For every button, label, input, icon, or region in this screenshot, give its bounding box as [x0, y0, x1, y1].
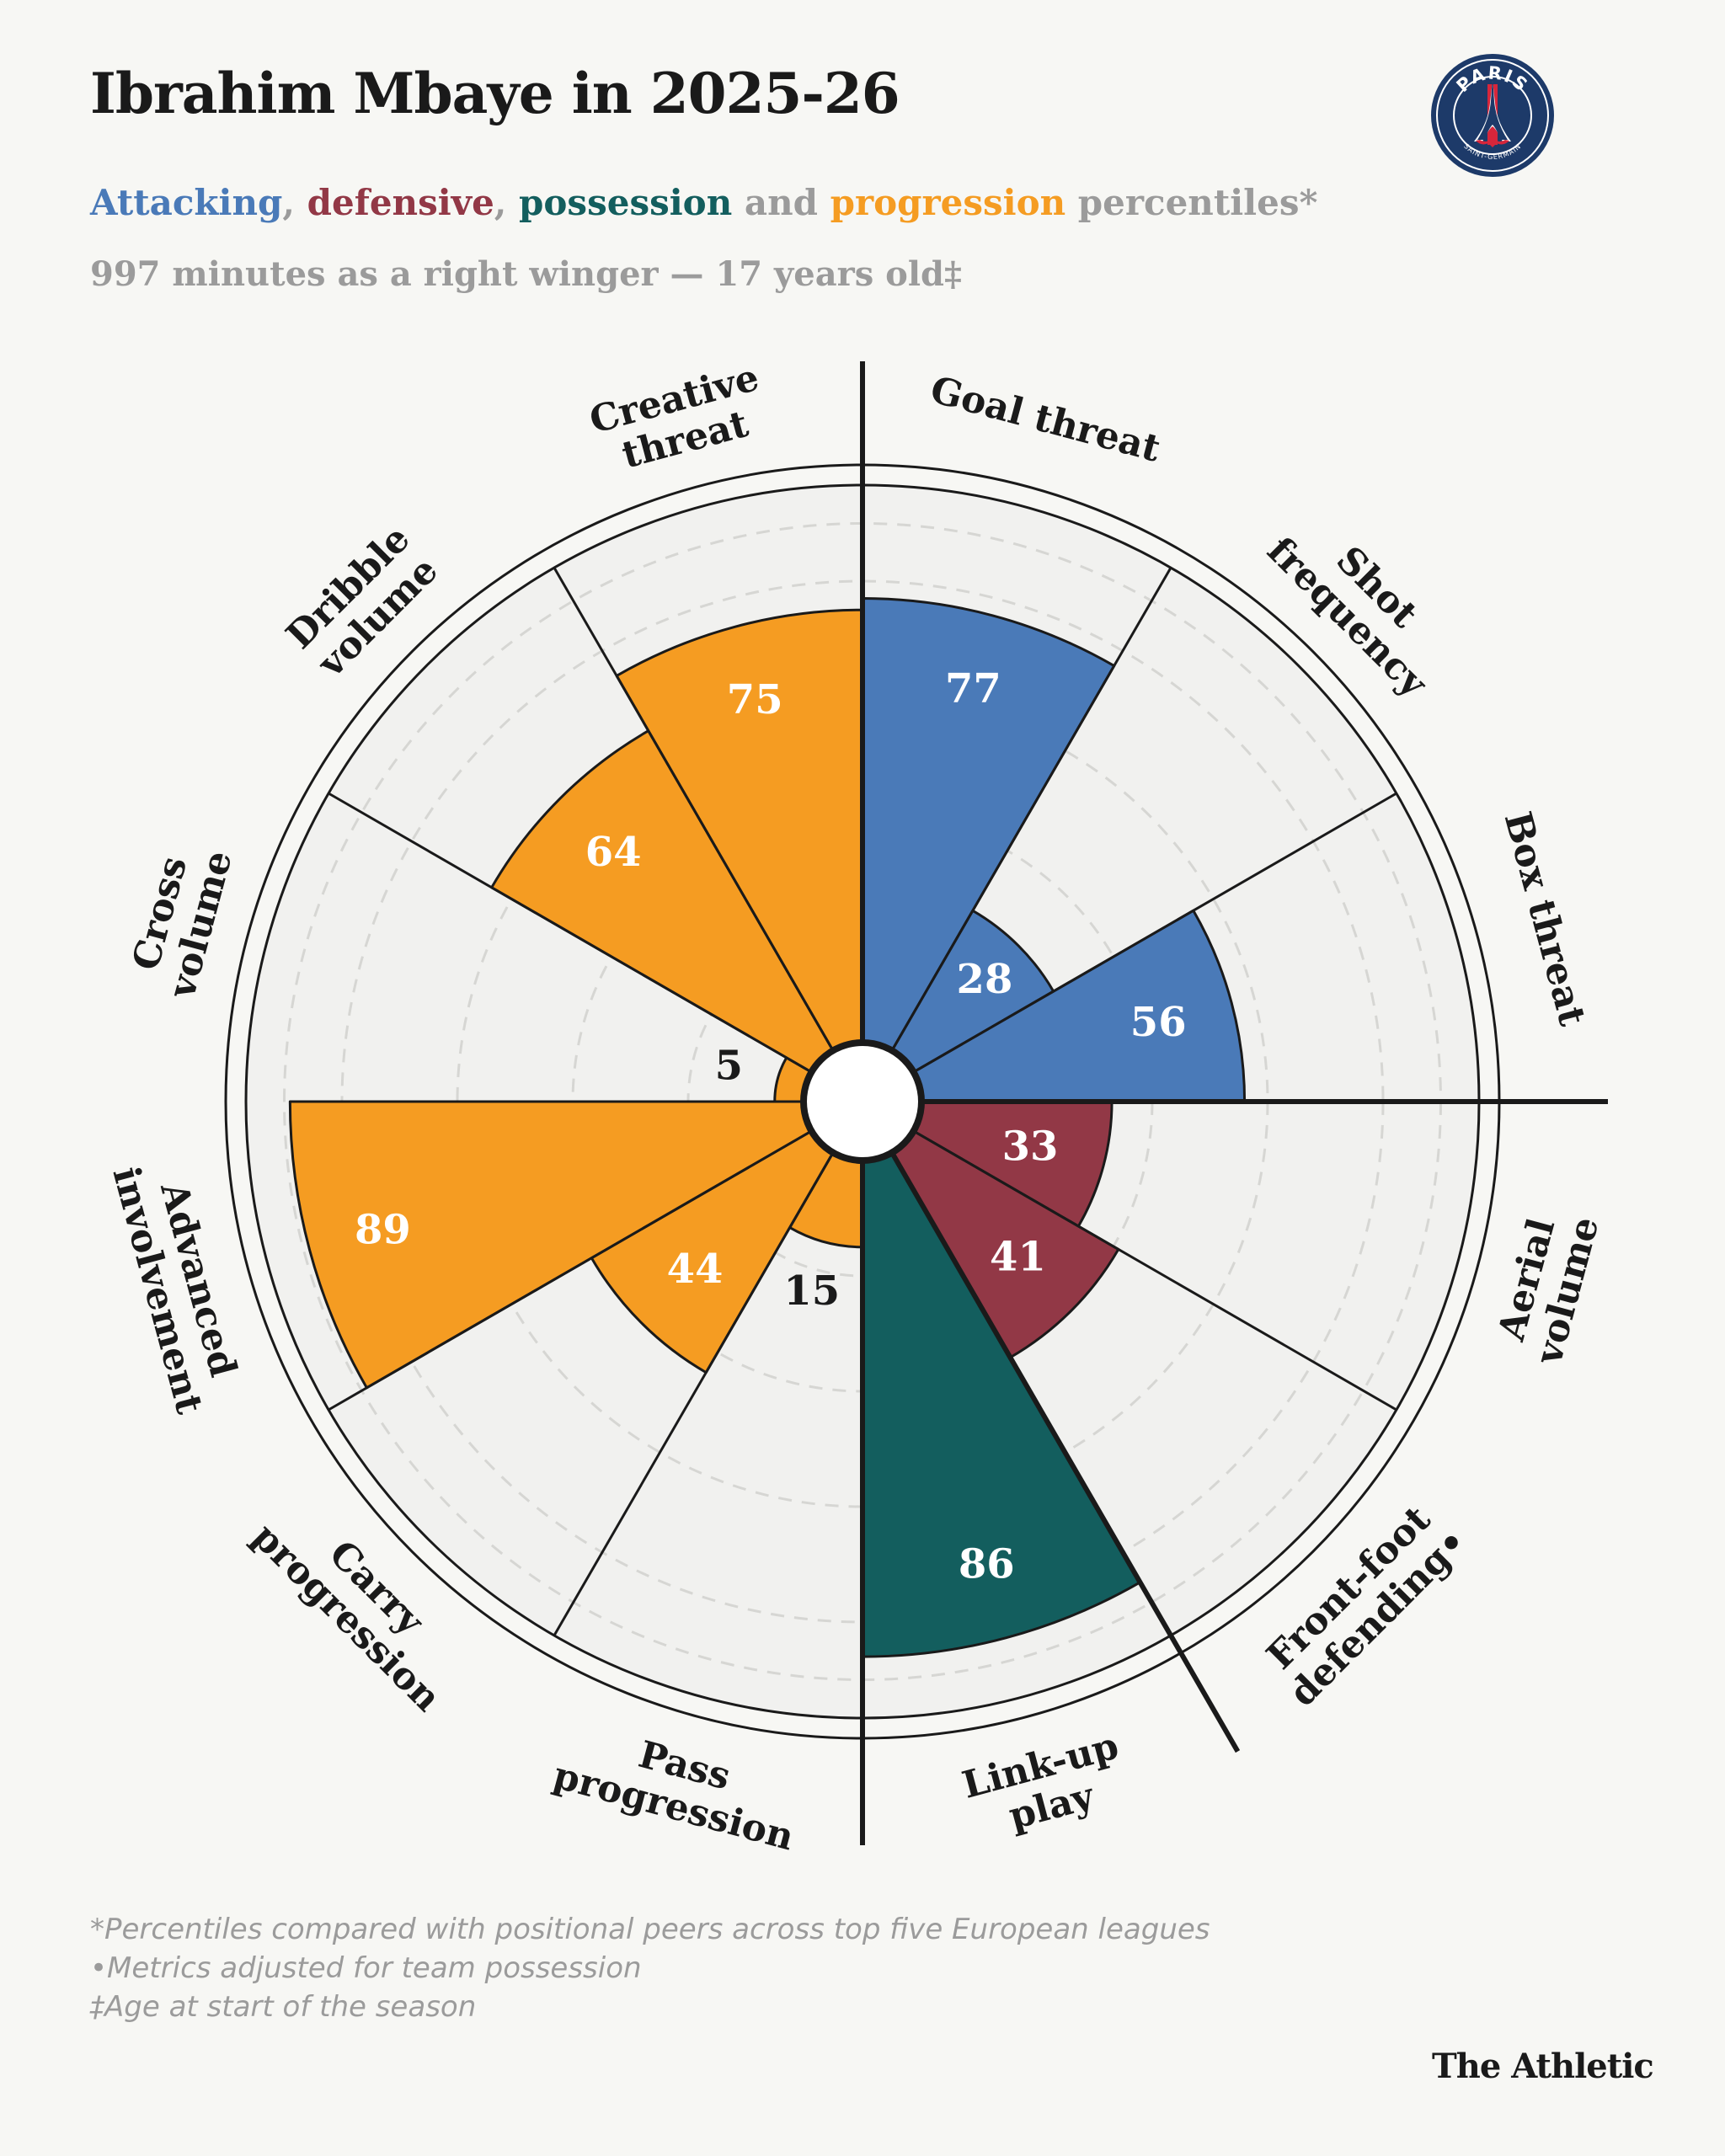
subtitle-possession: possession — [519, 182, 733, 223]
value-label-10: 5 — [715, 1042, 743, 1089]
footnote-possession-adjusted: •Metrics adjusted for team possession — [90, 1951, 642, 1985]
segment-separator-3 — [912, 792, 1397, 1074]
value-label-9: 89 — [355, 1207, 411, 1254]
footnotes: *Percentiles compared with positional pe… — [90, 1910, 1210, 2026]
subtitle-sep-3: and — [732, 182, 830, 223]
segment-separator-12 — [553, 567, 835, 1052]
subtitle-attacking: Attacking — [90, 182, 283, 223]
value-label-4: 33 — [1002, 1123, 1059, 1170]
value-label-1: 77 — [945, 665, 1001, 712]
segment-separator-2 — [890, 567, 1172, 1052]
value-label-2: 28 — [957, 956, 1013, 1003]
segment-separator-5 — [912, 1129, 1397, 1412]
value-label-8: 44 — [667, 1246, 724, 1293]
subtitle-defensive: defensive — [307, 182, 494, 223]
chart-subtitle: Attacking, defensive, possession and pro… — [90, 182, 1317, 223]
psg-crest-logo: PARIS SAINT-GERMAIN — [1431, 54, 1554, 177]
segment-separator-11 — [328, 792, 813, 1074]
value-label-12: 75 — [727, 676, 783, 723]
subtitle-sep-1: , — [282, 182, 307, 223]
group-divider-possession — [888, 1149, 1241, 1753]
value-label-3: 56 — [1130, 999, 1187, 1046]
player-minutes-line: 997 minutes as a right winger — 17 years… — [90, 254, 962, 294]
value-label-5: 41 — [990, 1233, 1046, 1280]
category-label-line: Goal threat — [926, 368, 1165, 471]
subtitle-progression: progression — [830, 182, 1066, 223]
segment-separator-9 — [328, 1129, 813, 1412]
footnote-percentiles: *Percentiles compared with positional pe… — [90, 1913, 1210, 1946]
subtitle-sep-2: , — [494, 182, 520, 223]
chart-title: Ibrahim Mbaye in 2025-26 — [90, 61, 900, 126]
value-label-6: 86 — [959, 1541, 1015, 1588]
segment-separator-8 — [553, 1151, 835, 1636]
value-label-7: 15 — [783, 1267, 840, 1315]
footnote-age: ‡Age at start of the season — [90, 1990, 477, 2024]
the-athletic-logo: The Athletic — [1432, 2047, 1654, 2086]
category-label-1: Goal threat — [926, 368, 1165, 471]
category-label-line: Box threat — [1496, 808, 1594, 1031]
category-label-3: Box threat — [1496, 808, 1594, 1031]
subtitle-sep-4: percentiles* — [1065, 182, 1318, 223]
chart-outer-ring — [224, 463, 1501, 1740]
chart-centre-hole — [800, 1039, 925, 1164]
value-label-11: 64 — [585, 829, 642, 876]
